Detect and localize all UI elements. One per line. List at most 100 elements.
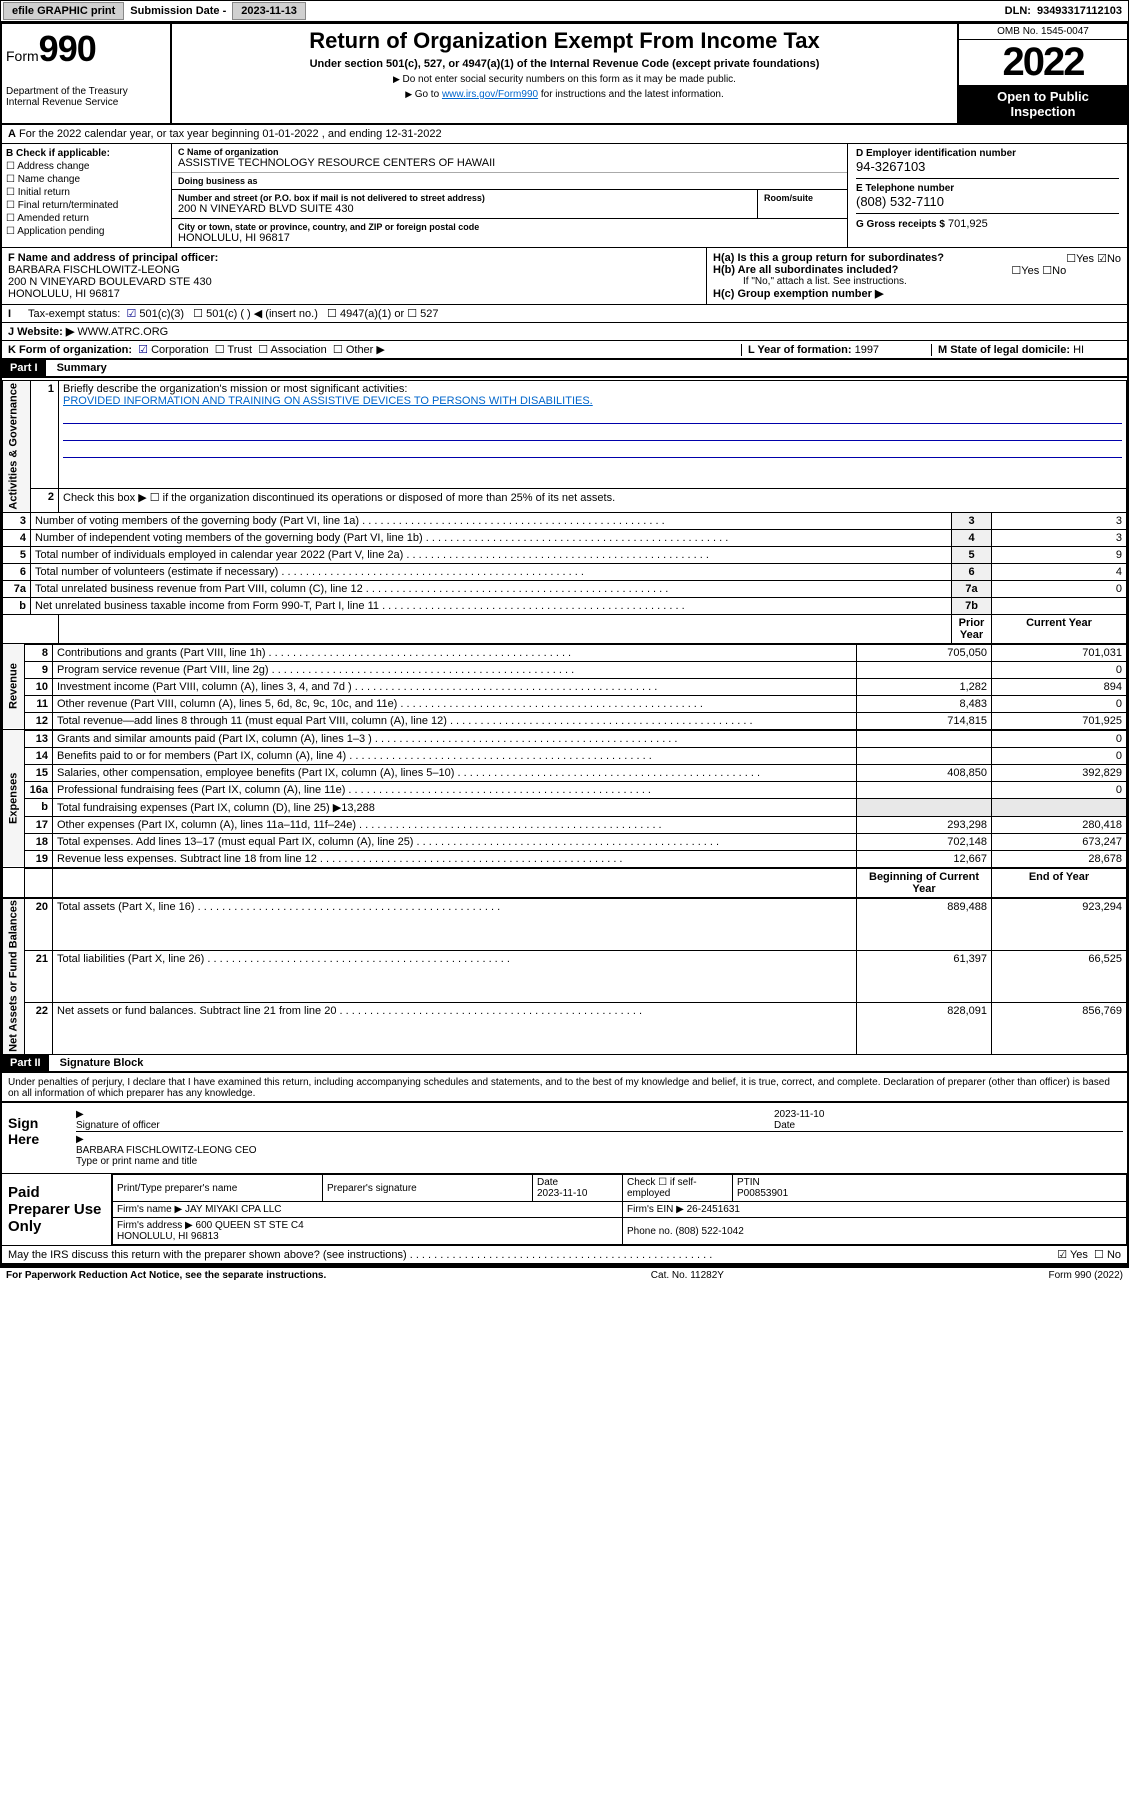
- topbar: efile GRAPHIC print Submission Date - 20…: [0, 0, 1129, 22]
- date-label: Date: [774, 1120, 795, 1131]
- form-word: Form: [6, 48, 39, 64]
- row-val: 3: [992, 512, 1127, 529]
- row-desc: Net unrelated business taxable income fr…: [31, 597, 952, 614]
- row-desc: Grants and similar amounts paid (Part IX…: [53, 730, 857, 747]
- yes: Yes: [1070, 1249, 1088, 1261]
- row-val: 3: [992, 529, 1127, 546]
- row-prior: [857, 730, 992, 747]
- prep-h3: Date: [537, 1177, 558, 1188]
- firm-name: JAY MIYAKI CPA LLC: [185, 1204, 282, 1215]
- row-desc: Total liabilities (Part X, line 26): [53, 950, 857, 1002]
- row-num: 20: [25, 898, 53, 950]
- row-prior: 889,488: [857, 898, 992, 950]
- row-box: 3: [952, 512, 992, 529]
- row-desc: Other expenses (Part IX, column (A), lin…: [53, 816, 857, 833]
- chk-501c3[interactable]: 501(c)(3): [126, 307, 184, 320]
- summary-table: Activities & Governance 1 Briefly descri…: [2, 380, 1127, 644]
- ein-label2: Firm's EIN ▶: [627, 1204, 684, 1215]
- row-curr: 894: [992, 678, 1127, 695]
- row-num: 11: [25, 695, 53, 712]
- row-desc: Total expenses. Add lines 13–17 (must eq…: [53, 833, 857, 850]
- header: Form990 Department of the Treasury Inter…: [2, 24, 1127, 125]
- chk-application-pending[interactable]: Application pending: [6, 226, 167, 237]
- chk-501c[interactable]: 501(c) ( ) ◀ (insert no.): [193, 307, 318, 320]
- name-title-label: Type or print name and title: [76, 1156, 197, 1167]
- org-name-label: C Name of organization: [178, 147, 841, 157]
- row-prior: 61,397: [857, 950, 992, 1002]
- row-desc: Total number of volunteers (estimate if …: [31, 563, 952, 580]
- row-num: 18: [25, 833, 53, 850]
- chk-amended-return[interactable]: Amended return: [6, 213, 167, 224]
- paid-preparer: Paid Preparer Use Only: [2, 1174, 112, 1245]
- row-num: 4: [3, 529, 31, 546]
- chk-final-return[interactable]: Final return/terminated: [6, 200, 167, 211]
- row-prior: 1,282: [857, 678, 992, 695]
- col-curr: Current Year: [992, 614, 1127, 643]
- row-num: 3: [3, 512, 31, 529]
- row-val: [992, 597, 1127, 614]
- addr-value: 200 N VINEYARD BLVD SUITE 430: [178, 203, 751, 215]
- row-desc: Net assets or fund balances. Subtract li…: [53, 1003, 857, 1055]
- irs-link[interactable]: www.irs.gov/Form990: [442, 89, 538, 100]
- prep-date: 2023-11-10: [537, 1188, 587, 1199]
- discuss-q: May the IRS discuss this return with the…: [8, 1249, 407, 1261]
- chk-trust[interactable]: Trust: [215, 344, 252, 356]
- row-prior: 8,483: [857, 695, 992, 712]
- dba-label: Doing business as: [178, 176, 841, 186]
- row-num: 12: [25, 712, 53, 729]
- chk-assoc[interactable]: Association: [258, 344, 327, 356]
- row-desc: Benefits paid to or for members (Part IX…: [53, 747, 857, 764]
- firm-ein: 26-2451631: [687, 1204, 740, 1215]
- prep-h1: Print/Type preparer's name: [117, 1183, 237, 1194]
- h-b: H(b) Are all subordinates included? ☐Yes…: [713, 264, 1121, 276]
- prep-h4: Check ☐ if self-employed: [627, 1177, 697, 1199]
- org-name: ASSISTIVE TECHNOLOGY RESOURCE CENTERS OF…: [178, 157, 841, 169]
- chk-527[interactable]: 527: [407, 307, 438, 320]
- row-prior: 293,298: [857, 816, 992, 833]
- row-num: b: [25, 798, 53, 816]
- firm-label: Firm's name ▶: [117, 1204, 182, 1215]
- row-num: 19: [25, 850, 53, 867]
- dept-label: Department of the Treasury Internal Reve…: [6, 86, 166, 108]
- pra-notice: For Paperwork Reduction Act Notice, see …: [6, 1270, 326, 1281]
- efile-button[interactable]: efile GRAPHIC print: [3, 2, 124, 20]
- row-prior: 828,091: [857, 1003, 992, 1055]
- row-val: 4: [992, 563, 1127, 580]
- chk-other[interactable]: Other ▶: [333, 344, 385, 356]
- footer: For Paperwork Reduction Act Notice, see …: [0, 1267, 1129, 1283]
- row-desc: Program service revenue (Part VIII, line…: [53, 661, 857, 678]
- form-number: 990: [39, 28, 96, 69]
- row-prior: 12,667: [857, 850, 992, 867]
- dln-value: 93493317112103: [1037, 5, 1128, 17]
- row-box: 5: [952, 546, 992, 563]
- form-container: Form990 Department of the Treasury Inter…: [0, 22, 1129, 1267]
- row-num: 8: [25, 644, 53, 661]
- chk-initial-return[interactable]: Initial return: [6, 187, 167, 198]
- netassets-table: Net Assets or Fund Balances20 Total asse…: [2, 898, 1127, 1056]
- ptin: P00853901: [737, 1188, 788, 1199]
- part1-title: Summary: [49, 362, 107, 374]
- cat-no: Cat. No. 11282Y: [651, 1270, 724, 1281]
- col-prior: Prior Year: [952, 614, 992, 643]
- chk-address-change[interactable]: Address change: [6, 161, 167, 172]
- row-curr: 0: [992, 695, 1127, 712]
- firm-phone: (808) 522-1042: [675, 1226, 743, 1237]
- note2-post: for instructions and the latest informat…: [538, 89, 724, 100]
- omb-number: OMB No. 1545-0047: [959, 24, 1127, 40]
- row-box: 4: [952, 529, 992, 546]
- subdate-label: Submission Date -: [126, 5, 230, 17]
- row-desc: Salaries, other compensation, employee b…: [53, 764, 857, 781]
- chk-4947[interactable]: 4947(a)(1) or: [327, 307, 404, 320]
- row-desc: Total revenue—add lines 8 through 11 (mu…: [53, 712, 857, 729]
- row-desc: Total unrelated business revenue from Pa…: [31, 580, 952, 597]
- form-ref: Form 990 (2022): [1049, 1270, 1123, 1281]
- row-desc: Total assets (Part X, line 16): [53, 898, 857, 950]
- gross-value: 701,925: [948, 218, 988, 230]
- row-num: 5: [3, 546, 31, 563]
- h-b-note: If "No," attach a list. See instructions…: [713, 276, 1121, 287]
- chk-name-change[interactable]: Name change: [6, 174, 167, 185]
- chk-corp[interactable]: Corporation: [138, 344, 208, 356]
- row-num: 22: [25, 1003, 53, 1055]
- row-prior: 705,050: [857, 644, 992, 661]
- row-curr: 701,925: [992, 712, 1127, 729]
